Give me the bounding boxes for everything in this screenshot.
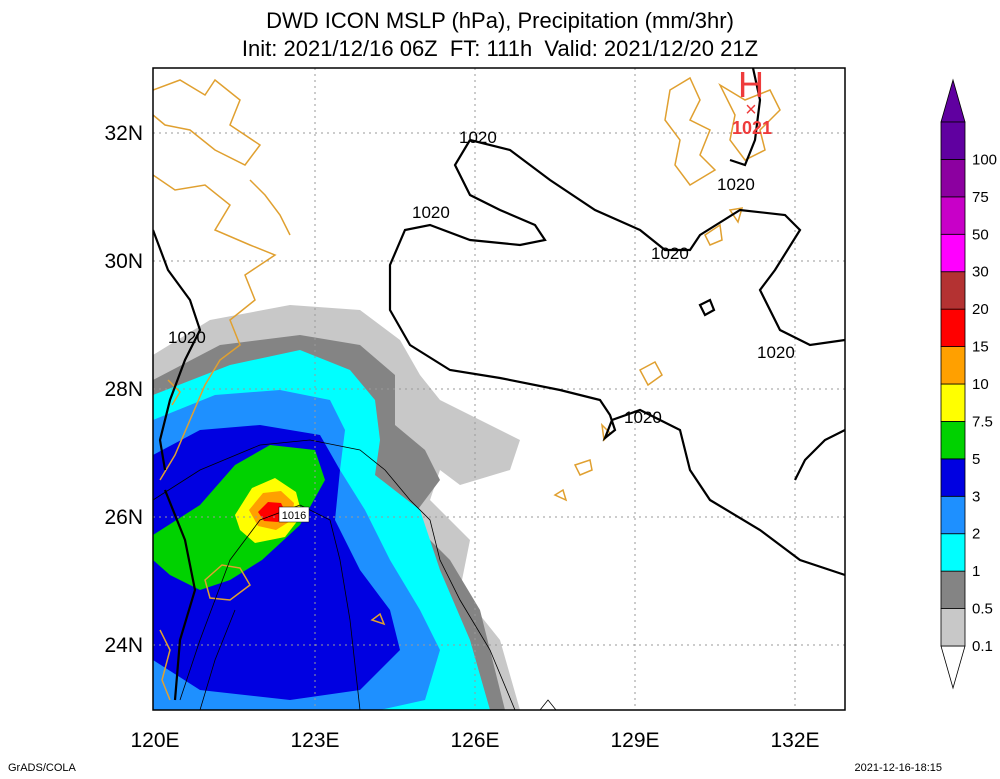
colorbar-swatch (940, 233, 966, 273)
lon-tick-label: 129E (610, 729, 659, 752)
map-subtitle: Init: 2021/12/16 06Z FT: 111h Valid: 202… (241, 36, 759, 61)
colorbar-bottom-arrow (940, 645, 966, 690)
high-center-marker: × (745, 99, 757, 121)
colorbar-label: 0.5 (972, 601, 993, 618)
colorbar-swatch (940, 308, 966, 347)
lat-tick-label: 30N (104, 250, 143, 273)
colorbar-top-arrow (940, 78, 966, 123)
lon-tick-label: 126E (450, 729, 499, 752)
lat-tick-label: 32N (104, 122, 143, 145)
colorbar-label: 7.5 (972, 413, 993, 430)
isobar-labels: 1020 1020 1020 1020 1020 1020 1020 (168, 128, 795, 427)
colorbar-swatch (940, 458, 966, 497)
lat-tick-label: 24N (104, 634, 143, 657)
high-center-value: 1021 (732, 118, 772, 138)
colorbar-label: 0.1 (972, 638, 993, 655)
isobars (153, 68, 845, 701)
colorbar-label: 75 (972, 189, 989, 206)
colorbar-swatch (940, 421, 966, 460)
isobar-label: 1020 (168, 328, 206, 347)
lon-tick-label: 132E (770, 729, 819, 752)
colorbar-swatch (940, 495, 966, 535)
map-frame (152, 67, 846, 711)
high-pressure-symbol: H (738, 64, 764, 105)
colorbar-swatch (940, 570, 966, 609)
isobar-label: 1020 (717, 175, 755, 194)
coastlines (153, 76, 781, 701)
isobar-label: 1020 (624, 408, 662, 427)
colorbar-swatch (940, 608, 966, 647)
colorbar-swatch (940, 533, 966, 572)
map-title: DWD ICON MSLP (hPa), Precipitation (mm/3… (266, 8, 734, 33)
colorbar-label: 15 (972, 339, 989, 356)
borders (153, 439, 557, 710)
colorbar-swatch (940, 346, 966, 385)
colorbar-label: 5 (972, 451, 980, 468)
latitude-axis: 24N 26N 28N 30N 32N (104, 122, 143, 657)
colorbar-label: 20 (972, 301, 989, 318)
colorbar-swatch (940, 121, 966, 160)
precipitation-field (153, 305, 520, 710)
colorbar-swatch (940, 196, 966, 235)
footer-timestamp: 2021-12-16-18:15 (854, 762, 942, 774)
longitude-axis: 120E 123E 126E 129E 132E (130, 729, 819, 752)
low-center-label: 1016 (282, 510, 306, 522)
isobar-label: 1020 (459, 128, 497, 147)
lon-tick-label: 123E (290, 729, 339, 752)
colorbar-swatch (940, 159, 966, 198)
colorbar-label: 30 (972, 264, 989, 281)
isobar-label: 1020 (412, 203, 450, 222)
colorbar-label: 10 (972, 376, 989, 393)
isobar-label: 1020 (757, 343, 795, 362)
colorbar-swatch (940, 383, 966, 422)
colorbar-label: 2 (972, 526, 980, 543)
colorbar-label: 1 (972, 563, 980, 580)
lat-tick-label: 28N (104, 378, 143, 401)
isobar-label: 1020 (651, 244, 689, 263)
colorbar-label: 50 (972, 226, 989, 243)
colorbar-label: 3 (972, 488, 980, 505)
lat-tick-label: 26N (104, 506, 143, 529)
footer-credit: GrADS/COLA (8, 762, 76, 774)
colorbar-label: 100 (972, 151, 997, 168)
precipitation-colorbar: 0.1 0.5 1 2 3 5 7.5 10 15 20 30 50 75 100 (940, 78, 997, 690)
low-label-box (278, 506, 310, 523)
lon-tick-label: 120E (130, 729, 179, 752)
colorbar-swatch (940, 271, 966, 310)
